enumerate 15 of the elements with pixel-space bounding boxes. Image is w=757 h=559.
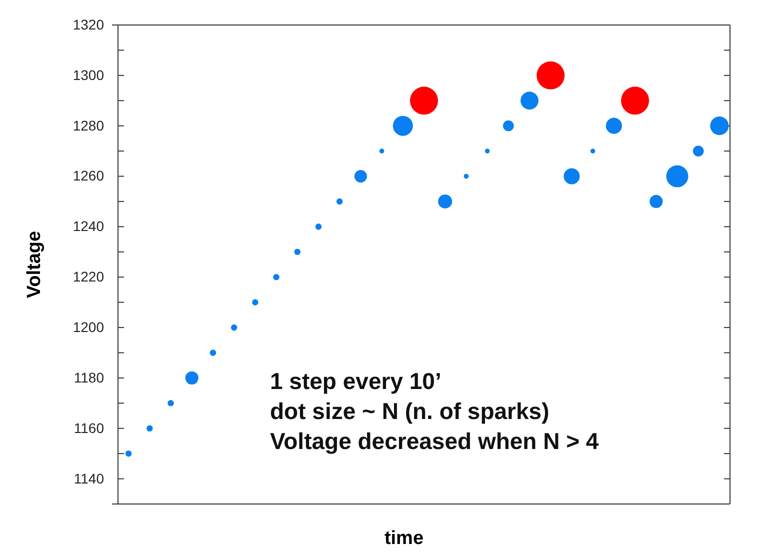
y-axis-title: Voltage	[24, 230, 45, 298]
y-tick-label: 1260	[72, 168, 104, 184]
y-tick-label: 1320	[72, 16, 104, 32]
annotation: dot size ~ N (n. of sparks)	[270, 398, 550, 424]
y-tick-label: 1200	[72, 319, 104, 336]
y-tick-label: 1240	[72, 218, 104, 234]
y-tick-label: 1140	[74, 470, 104, 486]
y-tick-label: 1280	[72, 117, 104, 134]
y-tick-label: 1160	[74, 420, 104, 436]
x-axis-title: time	[384, 528, 424, 549]
y-tick-label: 1220	[72, 268, 104, 285]
y-tick-label: 1180	[74, 369, 104, 386]
annotation: Voltage decreased when N > 4	[270, 428, 599, 454]
annotation: 1 step every 10’	[270, 368, 442, 394]
y-tick-label: 1300	[72, 66, 104, 83]
